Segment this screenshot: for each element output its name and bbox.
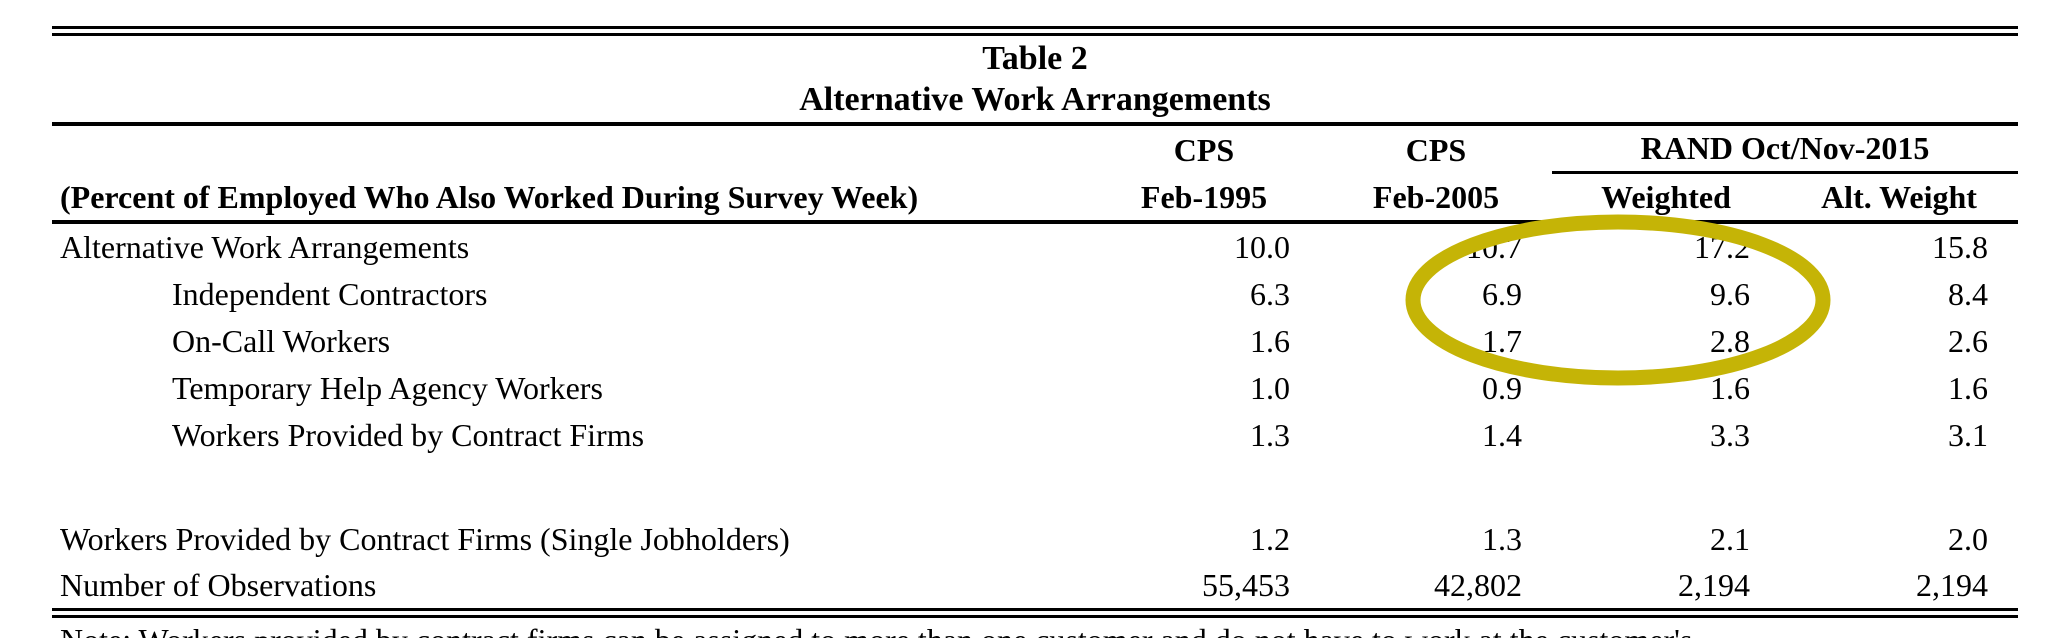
row-value: 10.7 [1466,229,1522,265]
row-value: 0.9 [1482,370,1522,406]
row-label: On-Call Workers [172,323,391,359]
row-value: 42,802 [1434,567,1522,603]
row-label: Workers Provided by Contract Firms (Sing… [60,521,790,557]
row-value: 17.2 [1694,229,1750,265]
row-value: 1.4 [1482,417,1522,453]
header-cps-2005: CPS [1405,131,1467,168]
header-feb-2005: Feb-2005 [1372,178,1500,215]
table-row: Workers Provided by Contract Firms (Sing… [52,516,2018,563]
row-value: 3.1 [1948,417,1988,453]
row-label: Temporary Help Agency Workers [172,370,603,406]
row-value: 2.6 [1948,323,1988,359]
row-value: 2.0 [1948,521,1988,557]
table-top-double-rule [52,26,2018,36]
row-label: Independent Contractors [172,276,488,312]
header-row-label: (Percent of Employed Who Also Worked Dur… [60,178,919,215]
header-columns-row: (Percent of Employed Who Also Worked Dur… [52,174,2018,220]
header-alt-weight: Alt. Weight [1821,178,1977,215]
row-value: 1.6 [1710,370,1750,406]
table-row: Independent Contractors 6.3 6.9 9.6 8.4 [52,271,2018,318]
header-rand-group: RAND Oct/Nov-2015 [1552,126,2018,174]
row-label: Number of Observations [60,567,377,603]
row-label: Alternative Work Arrangements [60,229,470,265]
header-weighted: Weighted [1601,178,1731,215]
table-subtitle: Alternative Work Arrangements [799,81,1271,118]
row-value: 6.3 [1250,276,1290,312]
row-value: 6.9 [1482,276,1522,312]
row-value: 2,194 [1916,567,1988,603]
table-title: Table 2 [982,40,1088,77]
table-bottom-double-rule [52,608,2018,618]
header-group-row: CPS CPS RAND Oct/Nov-2015 [52,126,2018,174]
rule-under-header [52,220,2018,224]
table-row: Alternative Work Arrangements 10.0 10.7 … [52,224,2018,271]
row-value: 1.2 [1250,521,1290,557]
row-value: 55,453 [1202,567,1290,603]
row-value: 8.4 [1948,276,1988,312]
row-value: 1.3 [1482,521,1522,557]
header-feb-1995: Feb-1995 [1140,178,1268,215]
table-row: On-Call Workers 1.6 1.7 2.8 2.6 [52,318,2018,365]
row-value: 1.0 [1250,370,1290,406]
row-label: Workers Provided by Contract Firms [172,417,645,453]
table-2: Table 2 Alternative Work Arrangements CP… [52,26,2018,638]
row-value: 2.8 [1710,323,1750,359]
table-row: Temporary Help Agency Workers 1.0 0.9 1.… [52,365,2018,412]
row-value: 1.6 [1948,370,1988,406]
table-row: Workers Provided by Contract Firms 1.3 1… [52,412,2018,459]
row-value: 15.8 [1932,229,1988,265]
row-value: 1.6 [1250,323,1290,359]
row-value: 2,194 [1678,567,1750,603]
row-value: 10.0 [1234,229,1290,265]
header-cps-1995: CPS [1173,131,1235,168]
row-value: 1.7 [1482,323,1522,359]
rule-under-title [52,122,2018,126]
row-value: 2.1 [1710,521,1750,557]
table-row: Number of Observations 55,453 42,802 2,1… [52,563,2018,608]
row-value: 9.6 [1710,276,1750,312]
row-value: 1.3 [1250,417,1290,453]
table-note: Note: Workers provided by contract firms… [52,622,2018,638]
row-value: 3.3 [1710,417,1750,453]
blank-row [52,459,2018,516]
